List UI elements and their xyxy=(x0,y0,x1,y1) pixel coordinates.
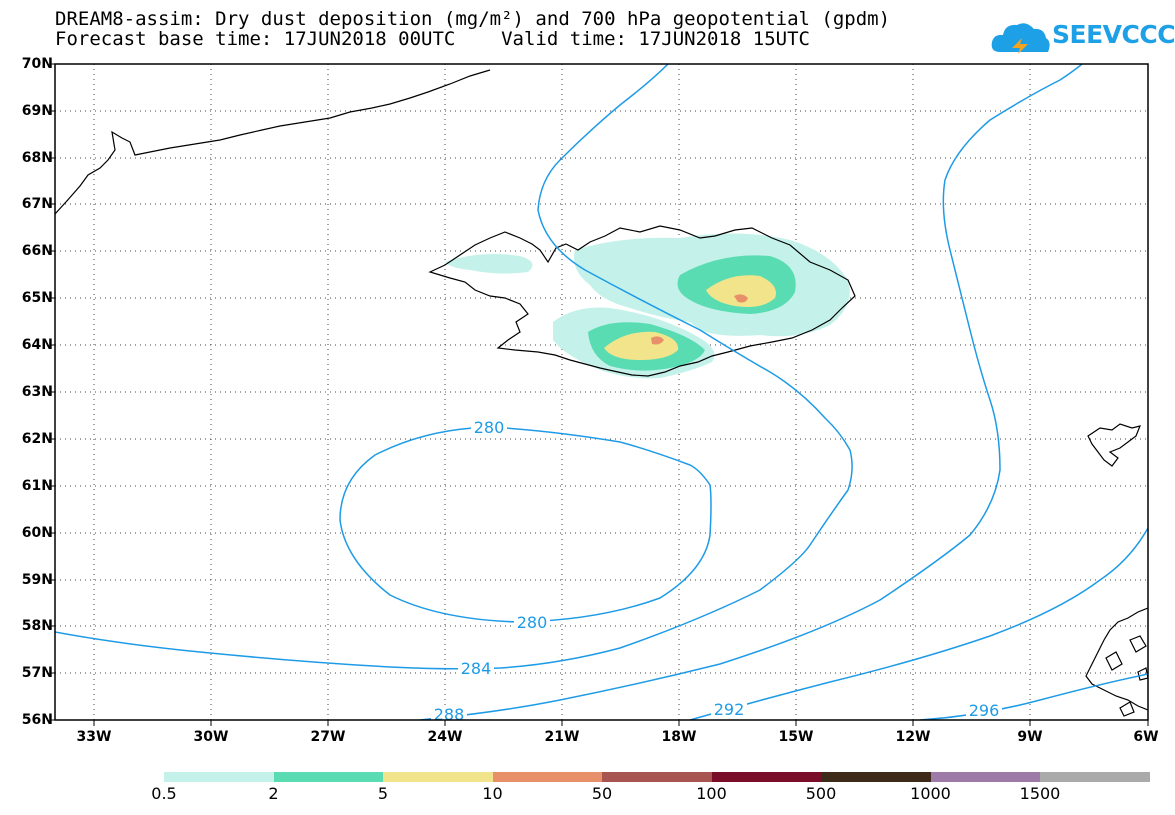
colorbar-label: 1500 xyxy=(1019,784,1061,803)
contour-label: 292 xyxy=(714,700,745,719)
cloud-logo-icon xyxy=(991,23,1050,54)
lat-label: 62N xyxy=(21,431,53,447)
lat-label: 64N xyxy=(21,337,53,353)
chart-subtitle: Forecast base time: 17JUN2018 00UTC Vali… xyxy=(55,28,810,50)
contour-280 xyxy=(339,427,712,623)
lat-label: 69N xyxy=(21,103,53,119)
lat-label: 58N xyxy=(21,618,53,634)
colorbar-segment xyxy=(383,772,493,782)
contour-296 xyxy=(919,673,1148,720)
lat-label: 56N xyxy=(21,712,53,728)
contour-292 xyxy=(689,527,1148,720)
contour-label: 296 xyxy=(969,701,1000,720)
coastlines xyxy=(55,69,1148,717)
colorbar-segment xyxy=(273,772,384,782)
colorbar-label: 50 xyxy=(591,784,613,803)
colorbar-label: 500 xyxy=(805,784,837,803)
logo-text: SEEVCCC xyxy=(1052,20,1175,49)
contour-labels: 280 280 284 288 292 296 xyxy=(431,418,1002,724)
colorbar-segment xyxy=(1040,772,1150,782)
lon-label: 6W xyxy=(1133,729,1159,745)
lon-label: 12W xyxy=(895,729,931,745)
lon-label: 24W xyxy=(427,729,463,745)
chart-title: DREAM8-assim: Dry dust deposition (mg/m²… xyxy=(55,8,891,30)
contour-284 xyxy=(55,64,853,670)
lat-label: 59N xyxy=(21,572,53,588)
colorbar-label: 1000 xyxy=(910,784,951,803)
contour-label: 288 xyxy=(434,705,465,724)
contour-label: 284 xyxy=(461,659,492,678)
colorbar-segment xyxy=(164,772,274,782)
colorbar-segment xyxy=(821,772,931,782)
lat-label: 60N xyxy=(21,525,53,541)
plot-frame xyxy=(54,63,1149,721)
lat-label: 65N xyxy=(21,290,53,306)
lon-label: 27W xyxy=(310,729,346,745)
colorbar-label: 2 xyxy=(268,784,279,803)
lon-label: 18W xyxy=(661,729,697,745)
colorbar-segment xyxy=(602,772,712,782)
lon-label: 15W xyxy=(778,729,814,745)
lat-label: 61N xyxy=(21,478,53,494)
lat-label: 68N xyxy=(21,150,53,166)
graticule xyxy=(55,64,1148,720)
lon-label: 33W xyxy=(76,729,112,745)
contour-label: 280 xyxy=(474,418,505,437)
lat-label: 66N xyxy=(21,243,53,259)
geopotential-contours xyxy=(55,64,1148,720)
colorbar-segment xyxy=(930,772,1041,782)
axis-ticks xyxy=(50,63,1149,726)
contour-288 xyxy=(419,64,1083,720)
lat-label: 57N xyxy=(21,665,53,681)
lat-label: 63N xyxy=(21,384,53,400)
colorbar-label: 10 xyxy=(482,784,503,803)
lon-label: 21W xyxy=(544,729,580,745)
dust-deposition-field xyxy=(445,233,850,379)
colorbar-label: 100 xyxy=(696,784,727,803)
colorbar-segment xyxy=(711,772,822,782)
lat-label: 67N xyxy=(21,196,53,212)
lon-label: 30W xyxy=(193,729,229,745)
lat-label: 70N xyxy=(21,56,53,72)
colorbar-label: 5 xyxy=(377,784,389,803)
colorbar-segment xyxy=(492,772,603,782)
contour-label: 280 xyxy=(517,613,548,632)
lon-label: 9W xyxy=(1017,729,1043,745)
colorbar-label: 0.5 xyxy=(151,784,177,803)
